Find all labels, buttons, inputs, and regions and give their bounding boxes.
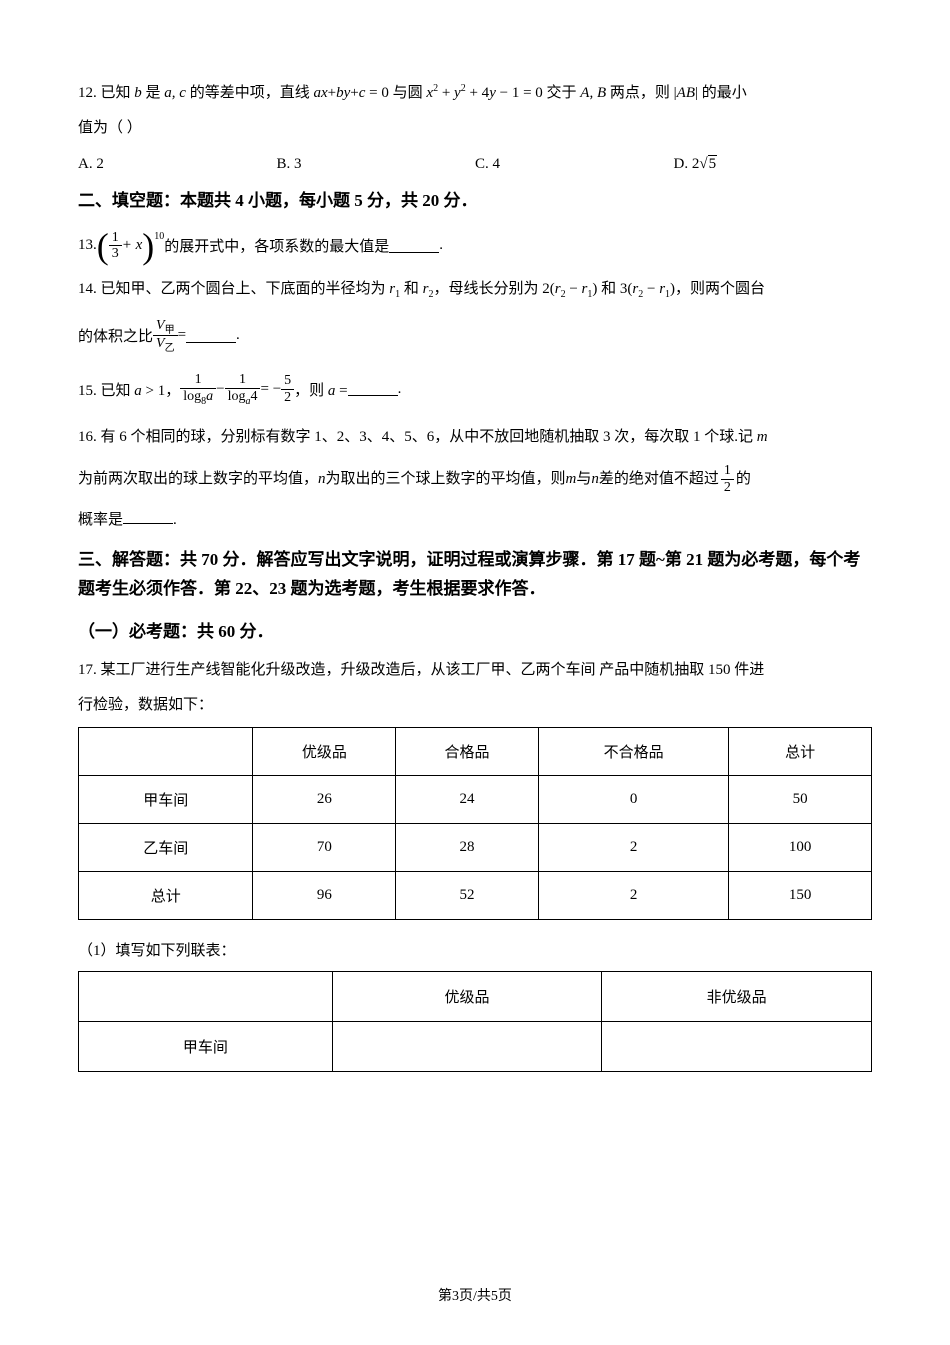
q17-line1: 17. 某工厂进行生产线智能化升级改造，升级改造后，从该工厂甲、乙两个车间 产品… [78,657,872,684]
q15: 15. 已知 a > 1， 1 log8a − 1 loga4 = − 52 ，… [78,372,872,406]
q12-choices: A. 2 B. 3 C. 4 D. 2√5 [78,156,872,173]
choice-c: C. 4 [475,156,674,173]
q13: 13. ( 13 + x ) 10 的展开式中，各项系数的最大值是 . [78,230,872,262]
q14-blank [186,329,236,343]
table-row: 总计96522150 [79,871,872,919]
q17-table1: 优级品 合格品 不合格品 总计 甲车间2624050 乙车间70282100 总… [78,727,872,920]
table-row: 甲车间 [79,1021,872,1071]
q12-line1: 12. 已知 b 是 a, c 的等差中项，直线 ax+by+c = 0 与圆 … [78,80,872,107]
q15-blank [348,382,398,396]
page-footer: 第3页/共5页 [0,1285,950,1305]
q16-line2: 为前两次取出的球上数字的平均值，n 为取出的三个球上数字的平均值，则 m 与 n… [78,463,872,495]
choice-b: B. 3 [277,156,476,173]
table-row: 优级品 合格品 不合格品 总计 [79,727,872,775]
q17-line2: 行检验，数据如下： [78,692,872,719]
table-row: 乙车间70282100 [79,823,872,871]
q13-blank [389,239,439,253]
q14-line2: 的体积之比 V甲 V乙 = . [78,318,872,355]
q16-line3: 概率是. [78,507,872,534]
table-row: 优级品 非优级品 [79,971,872,1021]
section-3-title: 三、解答题：共 70 分．解答应写出文字说明，证明过程或演算步骤．第 17 题~… [78,546,872,604]
q12-line2: 值为（ ） [78,115,872,142]
section-3-sub: （一）必考题：共 60 分． [78,618,872,647]
q16-blank [123,510,173,524]
section-2-title: 二、填空题：本题共 4 小题，每小题 5 分，共 20 分． [78,187,872,216]
q17-sub1: （1）填写如下列联表： [78,938,872,965]
q14-line1: 14. 已知甲、乙两个圆台上、下底面的半径均为 r1 和 r2，母线长分别为 2… [78,276,872,304]
q16-line1: 16. 有 6 个相同的球，分别标有数字 1、2、3、4、5、6，从中不放回地随… [78,424,872,451]
q17-table2: 优级品 非优级品 甲车间 [78,971,872,1072]
table-row: 甲车间2624050 [79,775,872,823]
choice-a: A. 2 [78,156,277,173]
choice-d: D. 2√5 [674,156,873,173]
